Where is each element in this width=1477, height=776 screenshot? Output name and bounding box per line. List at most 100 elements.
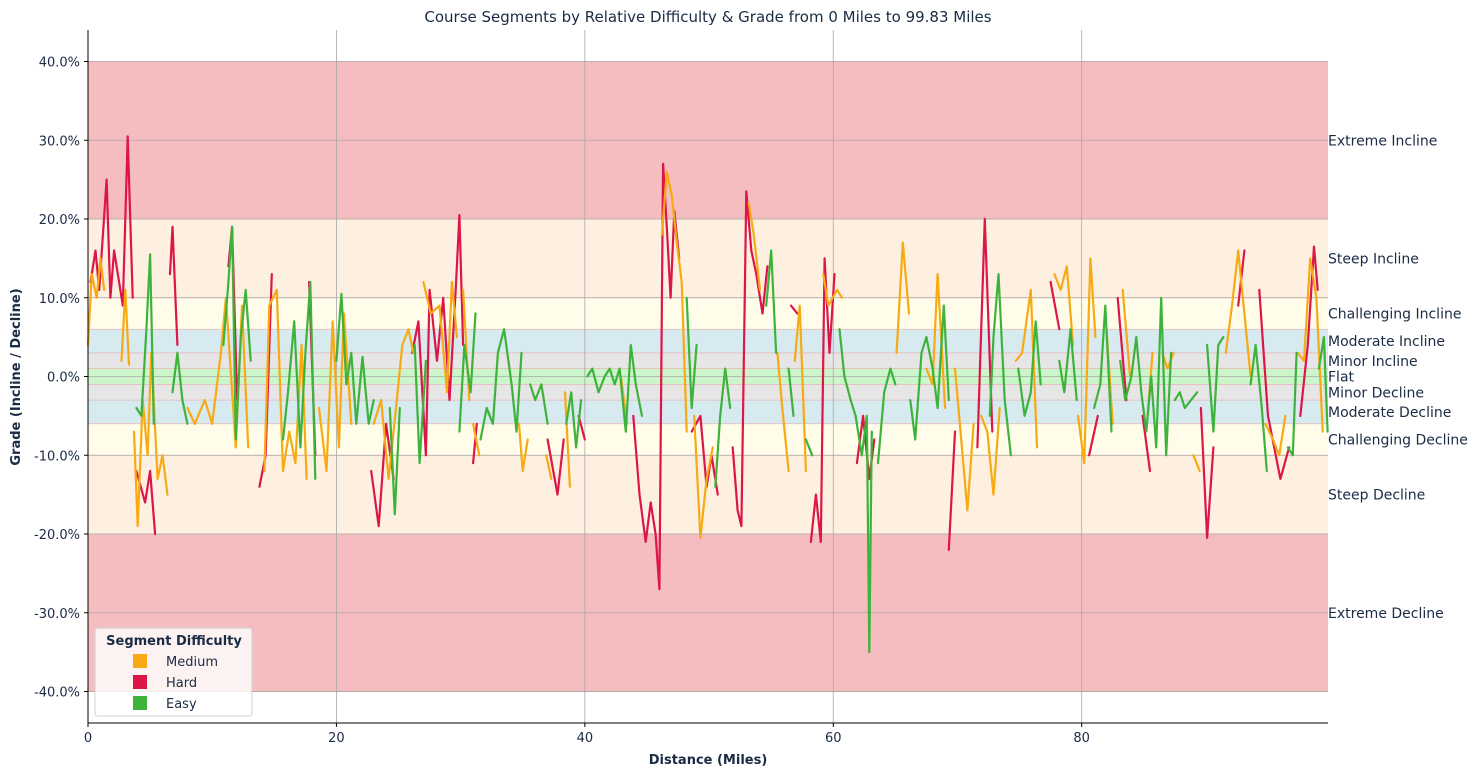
band-moderate-incline [88,329,1328,353]
band-minor-incline [88,352,1328,369]
x-tick-label: 40 [577,731,594,746]
series-easy-line [135,253,155,425]
band-steep-incline [88,219,1328,298]
series-hard-line [809,257,836,544]
series-medium-line [793,304,808,473]
series-easy-line [1286,351,1298,457]
y-tick-label: -10.0% [34,449,80,464]
band-label-moderate-incline: Moderate Incline [1328,334,1445,350]
series-medium-line [822,273,844,307]
y-tick-label: 10.0% [39,292,80,307]
series-easy-line [1317,336,1329,433]
series-easy-line [1092,304,1113,433]
series-easy-line [1173,391,1199,410]
series-easy-line [804,438,814,457]
legend-label-hard: Hard [166,676,197,691]
y-tick-label: 0.0% [47,371,80,386]
series-hard-line [546,438,565,496]
y-tick-label: -40.0% [34,686,80,701]
band-label-challenging-incline: Challenging Incline [1328,307,1461,323]
series-medium-line [747,202,762,291]
series-medium-line [263,288,308,480]
series-medium-line [472,422,481,457]
series-easy-line [1205,336,1225,433]
series-medium-line [132,351,169,528]
series-medium-line [1053,265,1075,347]
series-easy-line [586,343,644,433]
band-label-steep-decline: Steep Decline [1328,488,1425,504]
series-medium-line [1121,288,1132,378]
series-medium-line [1296,257,1324,433]
series-hard-line [168,225,179,347]
series-easy-line [876,367,897,465]
series-hard-line [135,469,157,536]
grade-series [86,135,1329,654]
series-hard-line [1116,296,1128,402]
x-tick-label: 20 [328,731,345,746]
band-label-moderate-decline: Moderate Decline [1328,405,1451,421]
legend-items: Medium Hard Easy [133,654,218,712]
series-easy-line [171,351,189,425]
series-easy-line [529,383,549,425]
series-easy-line [1017,320,1042,417]
series-easy-line [787,367,795,417]
series-hard-line [1049,280,1061,331]
series-easy-line [909,304,950,441]
series-medium-line [660,170,688,433]
series-easy-line [685,296,698,410]
series-medium-line [1192,454,1201,473]
series-hard-line [1258,288,1291,480]
y-tick-label: 30.0% [39,134,80,149]
series-easy-line [838,328,873,654]
tick-labels: 0 20 40 60 80 40.0% 30.0% 20.0% 10.0% 0.0% -10.0% -… [34,56,1090,747]
series-easy-line [413,343,427,465]
x-tick-label: 80 [1073,731,1090,746]
series-easy-line [281,280,317,480]
series-medium-line [776,351,790,473]
series-easy-line [565,391,583,449]
band-challenging-decline [88,423,1328,456]
series-easy-line [714,367,732,488]
series-medium-line [317,312,353,473]
series-easy-line [1058,328,1078,402]
legend-swatch-easy [133,696,147,710]
series-medium-line [895,241,911,354]
x-tick-label: 60 [825,731,842,746]
legend-label-medium: Medium [166,655,218,670]
series-hard-line [1141,414,1152,473]
legend-label-easy: Easy [166,697,197,712]
series-hard-line [472,422,478,465]
series-medium-line [1264,414,1287,457]
series-easy-line [335,292,375,425]
y-tick-label: 20.0% [39,213,80,228]
series-hard-line [976,217,994,449]
band-label-extreme-incline: Extreme Incline [1328,133,1437,149]
series-medium-line [86,257,106,347]
series-easy-line [458,312,477,433]
band-label-challenging-decline: Challenging Decline [1328,433,1468,449]
series-medium-line [422,280,458,394]
series-hard-line [411,214,465,457]
series-medium-line [120,288,131,366]
band-label-minor-incline: Minor Incline [1328,354,1418,370]
series-medium-line [545,454,553,480]
series-easy-line [1249,343,1268,473]
series-hard-line [731,190,769,528]
series-medium-line [372,328,415,480]
legend: Segment Difficulty Medium Hard Easy [94,627,253,717]
band-label-extreme-decline: Extreme Decline [1328,606,1444,622]
y-tick-label: -30.0% [34,607,80,622]
series-hard-line [1199,406,1215,540]
series-easy-line [765,249,778,354]
y-tick-label: 40.0% [39,56,80,71]
legend-swatch-medium [133,654,147,668]
y-axis-label: Grade (Incline / Decline) [9,288,24,465]
chart-title: Course Segments by Relative Difficulty &… [424,8,991,26]
series-medium-line [693,414,714,540]
band-challenging-incline [88,297,1328,330]
series-hard-line [370,422,395,528]
series-easy-line [222,225,252,441]
series-easy-line [479,328,523,441]
series-hard-line [947,430,957,551]
band-moderate-decline [88,400,1328,424]
